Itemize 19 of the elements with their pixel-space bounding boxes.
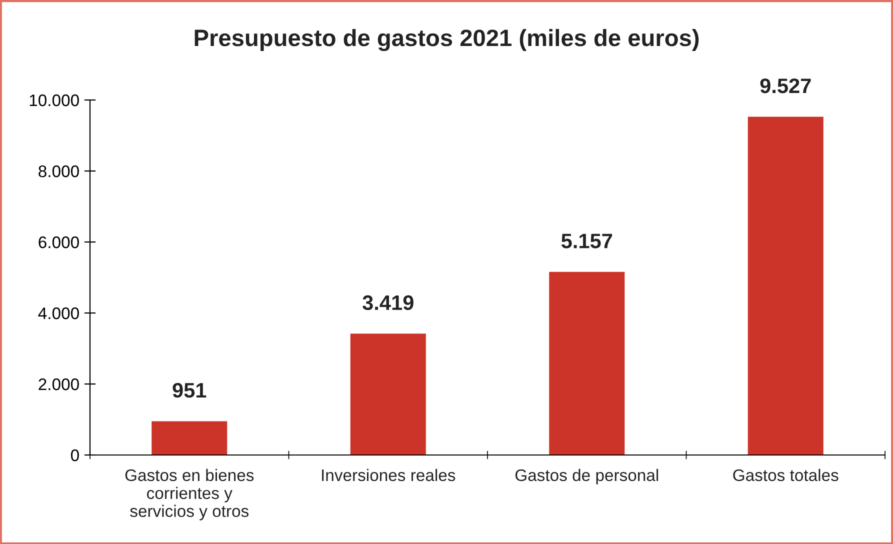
y-tick-label: 2.000 <box>38 378 79 390</box>
x-tick-label: Gastos totales <box>733 468 838 482</box>
x-tick-label: Gastos de personal <box>515 468 658 484</box>
y-tick-label: 6.000 <box>38 236 79 248</box>
bar <box>350 334 426 455</box>
data-label: 5.157 <box>561 234 612 248</box>
y-tick-label: 4.000 <box>38 307 79 320</box>
data-label: 951 <box>172 382 206 398</box>
data-label: 9.527 <box>760 78 811 94</box>
y-tick-label: 0 <box>70 449 79 462</box>
chart-title: Presupuesto de gastos 2021 (miles de euros) <box>194 28 699 52</box>
x-tick-label: Gastos en bienes corrientes y servicios y otros <box>125 468 254 520</box>
x-tick-label: Inversiones reales <box>322 468 456 482</box>
bar <box>549 272 625 455</box>
y-tick-label: 8.000 <box>38 165 79 178</box>
bar <box>748 116 824 455</box>
data-label: 3.419 <box>362 295 414 310</box>
y-tick-label: 10.000 <box>30 94 79 106</box>
bar <box>152 421 228 455</box>
